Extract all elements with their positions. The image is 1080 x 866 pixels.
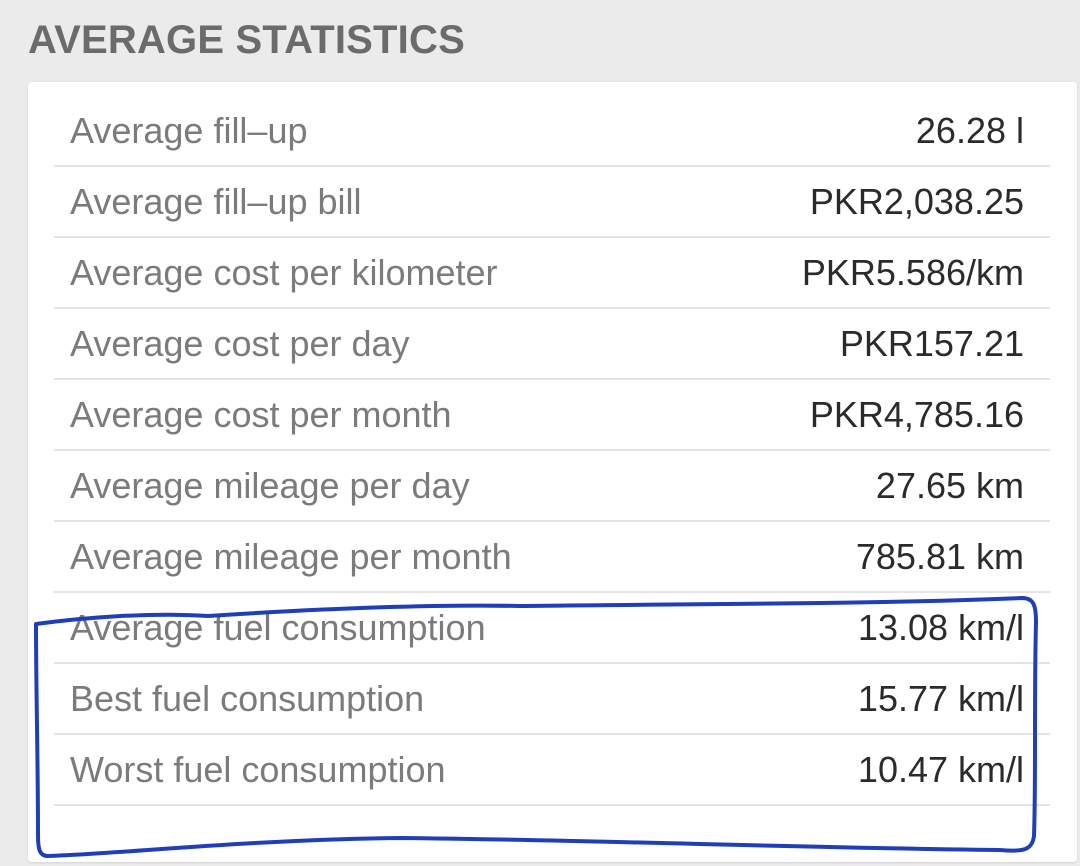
statistics-list: Average fill–up 26.28 l Average fill–up …	[54, 96, 1050, 806]
stat-row-average-fill-up: Average fill–up 26.28 l	[54, 96, 1050, 167]
stat-label: Average fuel consumption	[70, 606, 486, 648]
stat-row-average-cost-per-month: Average cost per month PKR4,785.16	[54, 380, 1050, 451]
stat-row-best-fuel-consumption: Best fuel consumption 15.77 km/l	[54, 664, 1050, 735]
stat-label: Average mileage per month	[70, 535, 512, 577]
stat-label: Average cost per month	[70, 393, 452, 435]
stat-row-average-mileage-per-day: Average mileage per day 27.65 km	[54, 451, 1050, 522]
stat-label: Average fill–up	[70, 109, 308, 151]
stat-row-worst-fuel-consumption: Worst fuel consumption 10.47 km/l	[54, 735, 1050, 806]
stat-value: 27.65 km	[875, 464, 1024, 506]
stat-label: Worst fuel consumption	[70, 748, 446, 790]
stat-label: Average fill–up bill	[70, 180, 362, 222]
stat-value: 13.08 km/l	[857, 606, 1024, 648]
stat-value: 10.47 km/l	[857, 748, 1024, 790]
stat-value: PKR157.21	[839, 322, 1024, 364]
stat-row-average-fill-up-bill: Average fill–up bill PKR2,038.25	[54, 167, 1050, 238]
stat-value: 15.77 km/l	[857, 677, 1024, 719]
stat-row-average-mileage-per-month: Average mileage per month 785.81 km	[54, 522, 1050, 593]
stat-row-average-cost-per-kilometer: Average cost per kilometer PKR5.586/km	[54, 238, 1050, 309]
stat-label: Best fuel consumption	[70, 677, 425, 719]
stat-value: PKR4,785.16	[809, 393, 1024, 435]
stat-label: Average cost per kilometer	[70, 251, 498, 293]
stat-label: Average cost per day	[70, 322, 410, 364]
stat-label: Average mileage per day	[70, 464, 470, 506]
stat-value: 26.28 l	[915, 109, 1024, 151]
stat-row-average-fuel-consumption: Average fuel consumption 13.08 km/l	[54, 593, 1050, 664]
stat-value: PKR5.586/km	[801, 251, 1024, 293]
stat-value: 785.81 km	[855, 535, 1024, 577]
section-title: AVERAGE STATISTICS	[28, 18, 465, 62]
average-statistics-card: Average fill–up 26.28 l Average fill–up …	[28, 82, 1077, 862]
stat-value: PKR2,038.25	[809, 180, 1024, 222]
stat-row-average-cost-per-day: Average cost per day PKR157.21	[54, 309, 1050, 380]
